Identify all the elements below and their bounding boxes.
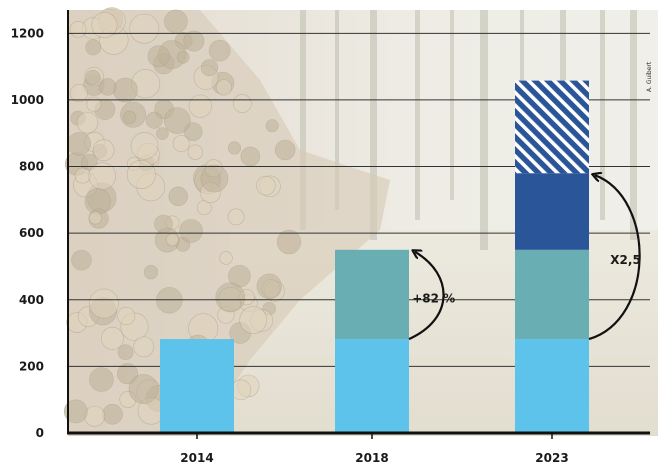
log-end (240, 146, 261, 167)
tree-trunk (600, 10, 605, 220)
log-end (147, 45, 170, 68)
log-end (239, 306, 268, 334)
log-end (172, 135, 190, 153)
growth-arrow (588, 175, 641, 341)
y-tick-label: 400 (19, 293, 44, 307)
tree-trunk (450, 10, 454, 200)
log-end (88, 211, 102, 225)
log-end (145, 111, 163, 129)
growth-arrow (408, 252, 445, 341)
log-end (163, 107, 191, 134)
tree-trunk (370, 10, 377, 240)
log-end (63, 399, 88, 424)
tree-trunk (335, 10, 339, 210)
log-end (85, 69, 101, 86)
bar-segment (515, 249, 589, 340)
log-end (227, 208, 245, 226)
log-end (176, 50, 190, 64)
log-pile (63, 7, 390, 436)
log-end (168, 186, 188, 207)
log-end (276, 229, 302, 255)
photo-credit: A. Guibert (646, 61, 653, 92)
bar-group (160, 80, 589, 433)
log-end (200, 59, 219, 77)
log-end (126, 160, 156, 189)
log-end (183, 30, 205, 52)
bar-segment (515, 173, 589, 250)
bar-segment (335, 249, 409, 340)
log-end (76, 111, 99, 134)
log-end (219, 251, 233, 265)
log-end (200, 164, 229, 193)
log-end (89, 288, 119, 319)
y-tick-label: 0 (36, 426, 44, 440)
tree-trunk (415, 10, 420, 220)
log-end (71, 249, 92, 271)
log-end (215, 282, 246, 313)
log-end (116, 363, 139, 385)
log-end (130, 132, 159, 160)
growth-label: X2,5 (610, 253, 641, 267)
bar-segment (160, 339, 234, 433)
log-end (133, 336, 155, 358)
y-tick-label: 1000 (11, 93, 44, 107)
log-end (92, 139, 115, 161)
log-end (227, 141, 242, 155)
log-end (256, 175, 276, 196)
growth-label: +82 % (412, 291, 455, 305)
log-end (232, 94, 252, 113)
log-end (156, 287, 183, 314)
log-end (117, 306, 136, 326)
x-tick-label: 2023 (535, 451, 568, 465)
log-end (274, 139, 296, 161)
bar-segment (515, 339, 589, 433)
log-end (122, 110, 137, 125)
x-tick-label: 2014 (180, 451, 213, 465)
annotation-group: +82 % X2,5 (408, 175, 641, 341)
bar-segment (335, 339, 409, 433)
tree-trunk (630, 10, 637, 240)
log-end (208, 39, 231, 62)
y-tick-label: 600 (19, 226, 44, 240)
log-end (188, 94, 212, 118)
log-end (117, 344, 134, 361)
log-end (85, 39, 102, 56)
bar-segment (515, 80, 589, 174)
log-end (215, 79, 233, 96)
log-end (128, 374, 159, 404)
log-end (86, 96, 102, 112)
log-end (179, 219, 203, 243)
log-end (129, 13, 160, 44)
log-end (91, 12, 118, 39)
y-tick-label: 1200 (11, 26, 44, 40)
y-tick-label: 200 (19, 359, 44, 373)
tree-trunk (480, 10, 488, 250)
tree-trunk (300, 10, 306, 230)
log-end (265, 119, 279, 133)
log-end (89, 367, 114, 392)
log-end (100, 326, 124, 350)
y-tick-label: 800 (19, 160, 44, 174)
log-end (187, 144, 204, 160)
log-end (256, 273, 282, 299)
log-end (156, 127, 169, 140)
axes-group: 0 200 400 600 800 1000 1200 2014 2018 2023 (11, 10, 650, 465)
log-end (143, 265, 159, 280)
log-end (70, 84, 88, 103)
log-end (98, 78, 117, 96)
x-tick-label: 2018 (355, 451, 388, 465)
